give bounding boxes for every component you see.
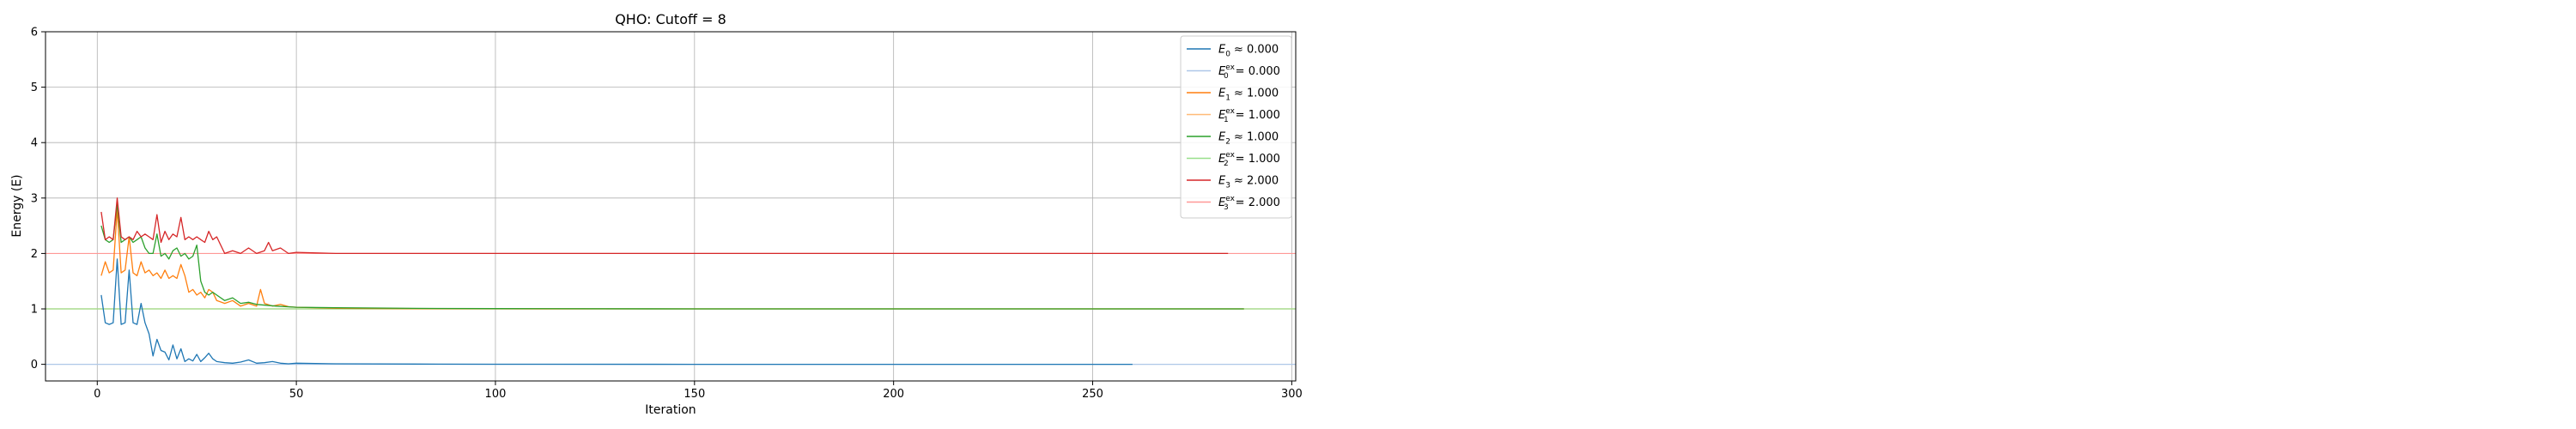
legend-symbol: E xyxy=(1218,65,1226,78)
legend-symbol: E xyxy=(1218,44,1226,57)
x-tick-label: 50 xyxy=(289,388,304,401)
legend-subscript: 1 xyxy=(1225,94,1230,103)
legend-label: E2 ≈ 1.000 xyxy=(1218,131,1279,147)
legend-entry: E3 ≈ 2.000 xyxy=(1187,175,1279,190)
legend-symbol: E xyxy=(1218,175,1226,188)
legend-subscript: 2 xyxy=(1224,160,1229,168)
legend-frame xyxy=(1180,35,1292,219)
legend-symbol: E xyxy=(1218,109,1226,122)
legend-subscript: 1 xyxy=(1224,116,1229,124)
y-tick-label: 1 xyxy=(31,304,38,317)
chart-title: QHO: Cutoff = 8 xyxy=(615,11,726,27)
series-line-E2 xyxy=(100,202,1244,310)
x-tick-label: 100 xyxy=(485,388,507,401)
x-tick-label: 300 xyxy=(1281,388,1303,401)
legend-symbol: E xyxy=(1218,131,1226,144)
legend-value: ≈ 0.000 xyxy=(1234,44,1279,57)
legend-entry: E0 ≈ 0.000 xyxy=(1187,44,1279,59)
legend-entry: Eex 1 = 1.000 xyxy=(1187,107,1280,124)
legend-superscript: ex xyxy=(1225,63,1235,72)
x-tick-label: 250 xyxy=(1082,388,1103,401)
legend-subscript: 0 xyxy=(1224,72,1229,81)
legend-entry: E2 ≈ 1.000 xyxy=(1187,131,1279,147)
legend-value: = 1.000 xyxy=(1236,153,1280,166)
legend-label: Eex 0 = 0.000 xyxy=(1218,63,1280,81)
y-tick-label: 4 xyxy=(31,137,38,150)
legend-entry: E1 ≈ 1.000 xyxy=(1187,88,1279,103)
legend-superscript: ex xyxy=(1225,151,1235,160)
legend-subscript: 0 xyxy=(1225,51,1230,59)
series-lines xyxy=(100,197,1244,366)
legend-value: = 1.000 xyxy=(1236,109,1280,122)
x-tick-label: 200 xyxy=(883,388,904,401)
y-axis-label: Energy (E) xyxy=(10,174,24,237)
y-tick-label: 2 xyxy=(31,248,38,261)
y-tick-label: 0 xyxy=(31,359,38,372)
legend-value: ≈ 2.000 xyxy=(1234,175,1279,188)
x-axis-label: Iteration xyxy=(645,403,696,417)
series-line-E3 xyxy=(100,197,1229,255)
grid-lines xyxy=(46,31,1296,381)
legend-label: Eex 3 = 2.000 xyxy=(1218,195,1280,212)
legend-entry: Eex 2 = 1.000 xyxy=(1187,151,1280,168)
legend-entry: Eex 3 = 2.000 xyxy=(1187,195,1280,212)
series-line-E1 xyxy=(100,208,1244,310)
legend-entry: Eex 0 = 0.000 xyxy=(1187,63,1280,81)
legend-symbol: E xyxy=(1218,88,1226,100)
series-line-E0 xyxy=(100,258,1133,366)
legend-symbol: E xyxy=(1218,153,1226,166)
legend-symbol: E xyxy=(1218,196,1226,209)
x-tick-label: 0 xyxy=(94,388,100,401)
y-tick-label: 5 xyxy=(31,82,38,94)
legend-subscript: 3 xyxy=(1224,203,1229,212)
legend-label: E0 ≈ 0.000 xyxy=(1218,44,1279,59)
y-tick-label: 6 xyxy=(31,27,38,39)
legend-superscript: ex xyxy=(1225,195,1235,203)
legend-value: ≈ 1.000 xyxy=(1234,131,1279,144)
legend-label: E3 ≈ 2.000 xyxy=(1218,175,1279,190)
plot-frame xyxy=(45,31,1297,382)
legend-label: E1 ≈ 1.000 xyxy=(1218,88,1279,103)
legend-superscript: ex xyxy=(1225,107,1235,116)
legend-label: Eex 2 = 1.000 xyxy=(1218,151,1280,168)
y-tick-label: 3 xyxy=(31,192,38,205)
legend-label: Eex 1 = 1.000 xyxy=(1218,107,1280,124)
x-tick-label: 150 xyxy=(683,388,705,401)
legend-value: = 0.000 xyxy=(1236,65,1280,78)
legend-value: ≈ 1.000 xyxy=(1234,88,1279,100)
legend-value: = 2.000 xyxy=(1236,196,1280,209)
legend-subscript: 3 xyxy=(1225,182,1230,190)
legend-subscript: 2 xyxy=(1225,138,1230,147)
